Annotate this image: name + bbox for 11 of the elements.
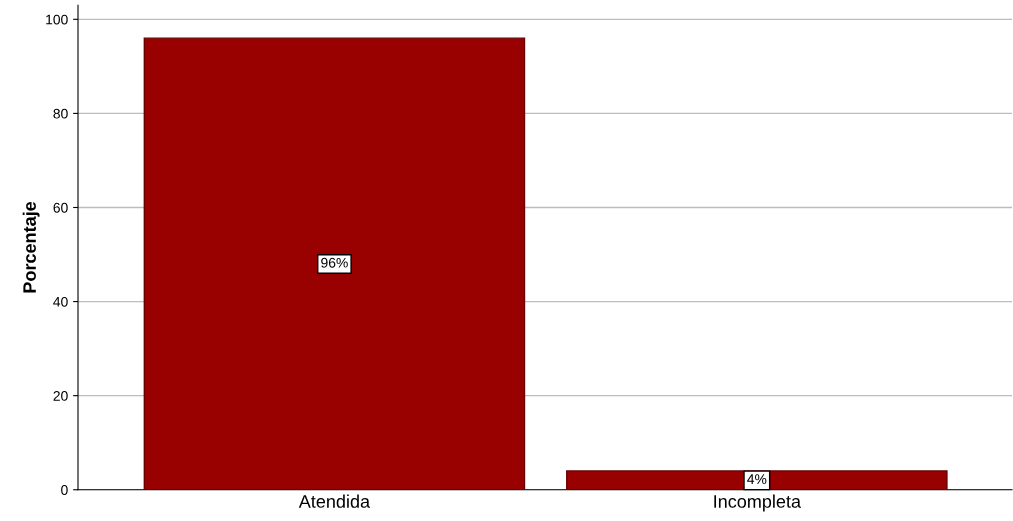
y-tick-label: 60 [53, 202, 68, 213]
y-tick-label: 20 [53, 390, 68, 401]
y-tick-label: 100 [46, 14, 68, 25]
y-tick-label: 80 [53, 108, 68, 119]
y-tick-label: 0 [61, 485, 68, 495]
x-tick-label: Incompleta [714, 494, 801, 512]
x-tick-label: Atendida [298, 494, 371, 508]
data-label: 4% [747, 474, 767, 485]
y-axis-title: Porcentaje [22, 201, 40, 293]
y-tick-label: 40 [53, 296, 68, 307]
data-label: 96% [321, 257, 348, 268]
